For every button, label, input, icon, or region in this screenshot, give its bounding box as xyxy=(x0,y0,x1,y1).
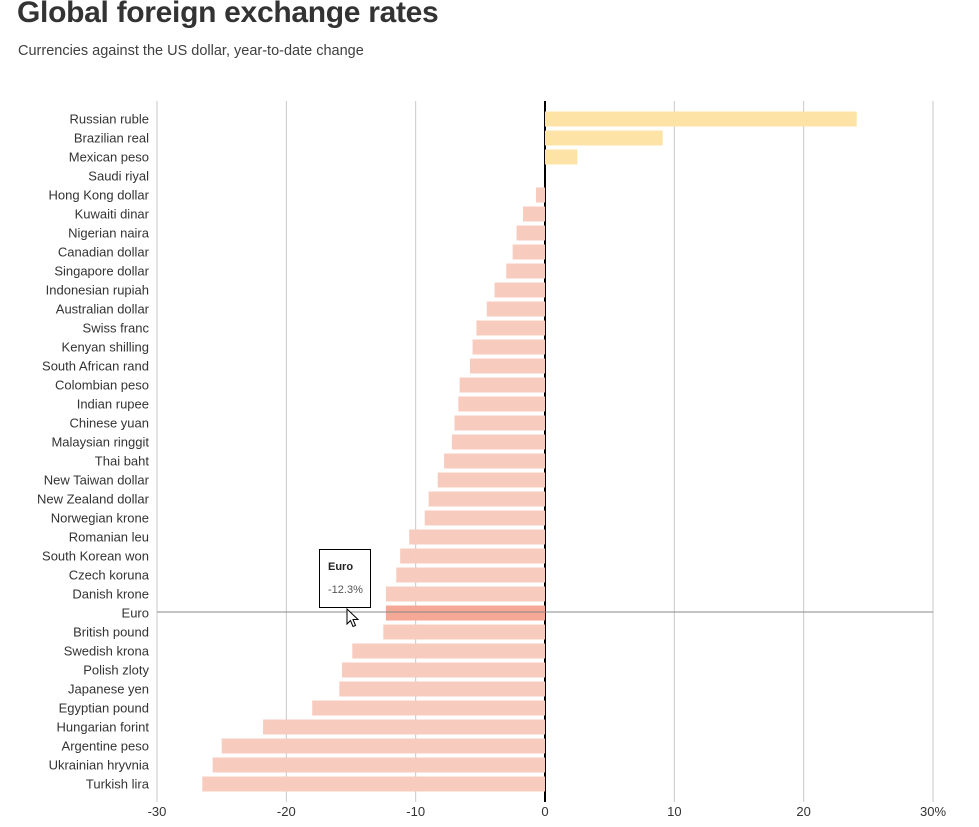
category-label: Swedish krona xyxy=(64,644,150,659)
chart-subtitle: Currencies against the US dollar, year-t… xyxy=(18,43,364,59)
chart-title: Global foreign exchange rates xyxy=(17,0,439,29)
x-axis-ticks: -30 -20 -10 0 10 20 30% xyxy=(148,804,947,819)
mouse-cursor-icon xyxy=(346,608,360,628)
category-label: Polish zloty xyxy=(83,663,149,678)
bar xyxy=(202,776,545,792)
category-label: Japanese yen xyxy=(68,682,149,697)
bar xyxy=(221,738,545,754)
bar xyxy=(400,548,545,564)
category-label: Swiss franc xyxy=(83,321,150,336)
category-label: Singapore dollar xyxy=(54,264,149,279)
bar xyxy=(263,719,545,735)
category-label: Saudi riyal xyxy=(88,169,149,184)
category-label: Romanian leu xyxy=(69,530,149,545)
bar xyxy=(383,624,545,640)
bars xyxy=(202,111,857,792)
bar xyxy=(545,130,663,146)
bar xyxy=(469,358,545,374)
category-label: British pound xyxy=(73,625,149,640)
category-label: Nigerian naira xyxy=(68,226,150,241)
gridlines xyxy=(156,101,934,802)
category-label: Turkish lira xyxy=(86,777,150,792)
bar xyxy=(512,244,545,260)
category-label: Euro xyxy=(122,606,149,621)
category-label: Russian ruble xyxy=(70,112,150,127)
category-label: Indonesian rupiah xyxy=(46,283,149,298)
bar xyxy=(428,491,545,507)
bar xyxy=(352,643,545,659)
category-label: Danish krone xyxy=(72,587,149,602)
bar xyxy=(458,396,545,412)
category-label: Norwegian krone xyxy=(51,511,149,526)
x-tick-label: -30 xyxy=(148,804,167,819)
category-label: South African rand xyxy=(42,359,149,374)
bar xyxy=(341,662,545,678)
x-tick-label: 10 xyxy=(667,804,681,819)
bar xyxy=(444,453,545,469)
category-label: New Taiwan dollar xyxy=(44,473,150,488)
category-label: Argentine peso xyxy=(62,739,149,754)
bar xyxy=(472,339,545,355)
bar xyxy=(545,111,857,127)
bar xyxy=(494,282,545,298)
category-label: Hong Kong dollar xyxy=(49,188,150,203)
bar xyxy=(523,206,545,222)
bar xyxy=(212,757,545,773)
x-tick-label: -10 xyxy=(406,804,425,819)
category-label: Malaysian ringgit xyxy=(51,435,149,450)
bar xyxy=(451,434,545,450)
category-label: Australian dollar xyxy=(56,302,150,317)
x-tick-label: 30% xyxy=(920,804,946,819)
bar xyxy=(486,301,545,317)
x-tick-label: 20 xyxy=(796,804,810,819)
bar xyxy=(459,377,545,393)
category-label: Indian rupee xyxy=(77,397,149,412)
category-label: Chinese yuan xyxy=(70,416,150,431)
bar xyxy=(476,320,545,336)
category-label: Ukrainian hryvnia xyxy=(49,758,150,773)
bar xyxy=(385,605,545,621)
tooltip-name: Euro xyxy=(328,561,354,573)
bar xyxy=(516,225,545,241)
category-label: Hungarian forint xyxy=(57,720,150,735)
category-label: Brazilian real xyxy=(74,131,149,146)
bar xyxy=(506,263,545,279)
x-tick-label: 0 xyxy=(541,804,548,819)
category-label: Kuwaiti dinar xyxy=(75,207,150,222)
bar xyxy=(385,586,545,602)
bar xyxy=(312,700,545,716)
category-label: New Zealand dollar xyxy=(37,492,150,507)
x-tick-label: -20 xyxy=(277,804,296,819)
tooltip-value: -12.3% xyxy=(328,584,363,596)
category-label: Egyptian pound xyxy=(59,701,149,716)
bar xyxy=(454,415,545,431)
bar xyxy=(535,187,545,203)
category-label: South Korean won xyxy=(42,549,149,564)
bar xyxy=(339,681,545,697)
tooltip: Euro -12.3% xyxy=(319,549,371,608)
category-label: Colombian peso xyxy=(55,378,149,393)
bar xyxy=(545,149,578,165)
bar xyxy=(437,472,545,488)
category-labels: Russian ruble Brazilian real Mexican peso S… xyxy=(37,112,150,792)
bar xyxy=(424,510,545,526)
category-label: Canadian dollar xyxy=(58,245,150,260)
bar xyxy=(396,567,545,583)
category-label: Czech koruna xyxy=(69,568,150,583)
category-label: Mexican peso xyxy=(69,150,149,165)
category-label: Thai baht xyxy=(95,454,150,469)
bar xyxy=(409,529,545,545)
category-label: Kenyan shilling xyxy=(62,340,149,355)
